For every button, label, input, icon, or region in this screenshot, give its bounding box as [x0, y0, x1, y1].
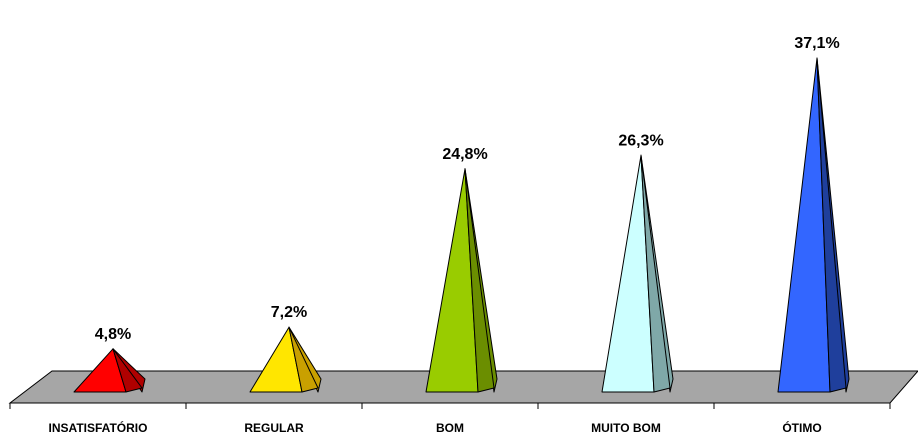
- category-labels: INSATISFATÓRIO REGULAR BOM MUITO BOM ÓTIMO: [49, 420, 822, 435]
- category-ticks: [9, 403, 891, 409]
- category-label: MUITO BOM: [591, 421, 661, 435]
- pyramid-bar: [249, 326, 322, 393]
- pyramid-right-face: [464, 168, 495, 393]
- pyramid-bar: [425, 168, 498, 393]
- data-label: 26,3%: [618, 132, 663, 149]
- data-label: 7,2%: [271, 304, 307, 321]
- pyramid-bar: [777, 57, 850, 393]
- pyramid-bar: [601, 154, 674, 393]
- pyramid-right-face: [288, 326, 319, 393]
- data-label: 4,8%: [95, 326, 131, 343]
- category-label: ÓTIMO: [782, 420, 821, 435]
- pyramid-right-face: [112, 348, 143, 393]
- pyramid-series: [73, 57, 850, 393]
- category-label: REGULAR: [244, 421, 304, 435]
- pyramid-right-face: [640, 154, 671, 393]
- data-label: 24,8%: [442, 146, 487, 163]
- pyramid-bar: [73, 348, 146, 393]
- data-labels: 4,8% 7,2% 24,8% 26,3% 37,1%: [95, 35, 840, 343]
- pyramid-right-face: [816, 57, 847, 393]
- category-label: BOM: [436, 421, 464, 435]
- category-label: INSATISFATÓRIO: [49, 420, 148, 435]
- data-label: 37,1%: [794, 35, 839, 52]
